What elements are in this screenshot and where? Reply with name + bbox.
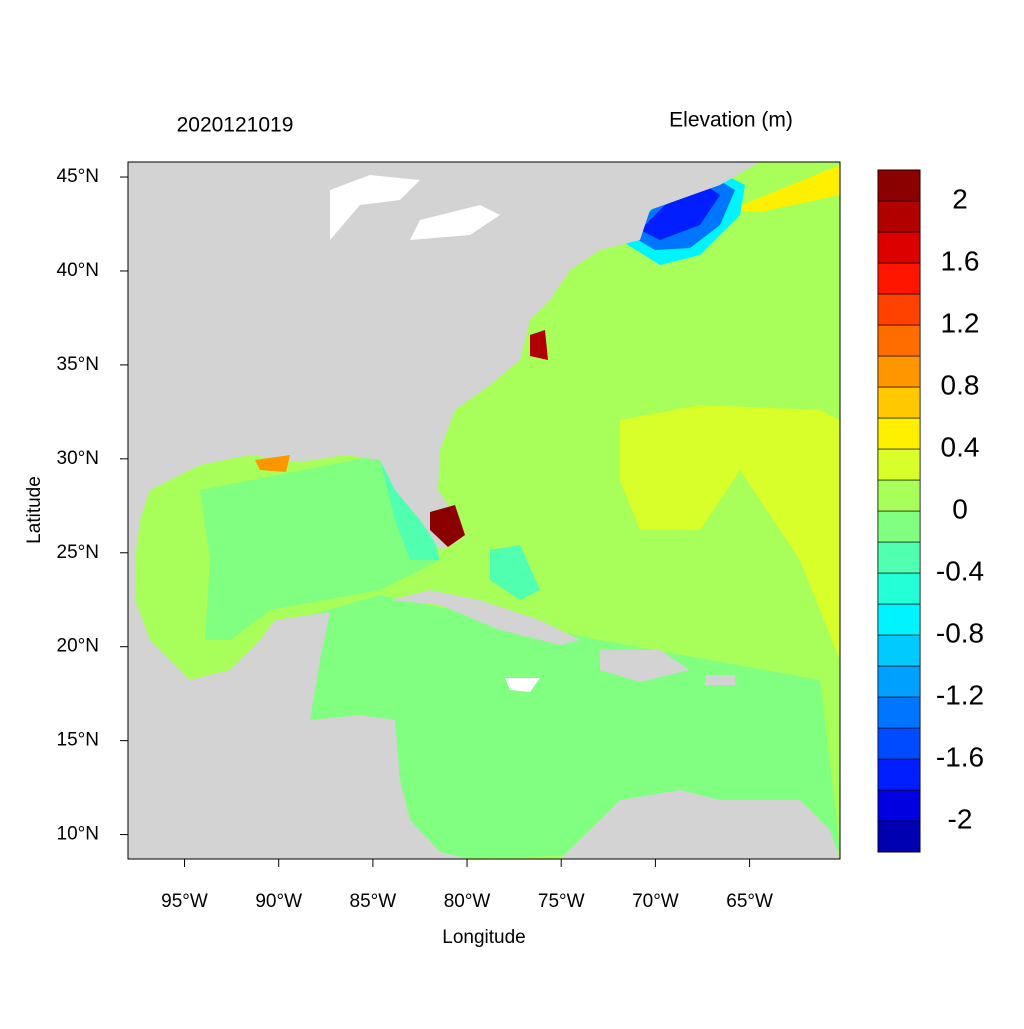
ocean-high (620, 405, 840, 660)
colorbar-box (877, 200, 921, 233)
map-area (128, 162, 840, 859)
colorbar-box (877, 758, 921, 791)
island (600, 650, 690, 682)
y-axis-label: Latitude (24, 476, 45, 544)
x-tick-label: 80°W (444, 891, 491, 912)
colorbar-box (877, 448, 921, 481)
colorbar-box (877, 572, 921, 605)
ocean-high (730, 165, 840, 212)
x-axis-label: Longitude (442, 927, 525, 948)
y-tick-label: 30°N (57, 448, 99, 469)
low-water (640, 185, 720, 240)
colorbar-box (877, 634, 921, 667)
colorbar-box (877, 510, 921, 543)
lake (330, 175, 420, 240)
colorbar-tick-label: -2 (948, 803, 973, 834)
surge (530, 330, 548, 360)
colorbar-box (877, 293, 921, 326)
colorbar-box (877, 479, 921, 512)
plot-frame (127, 161, 841, 860)
gulf (200, 455, 440, 640)
x-tick-label: 65°W (726, 891, 773, 912)
x-tick-label: 85°W (350, 891, 397, 912)
colorbar-box (877, 665, 921, 698)
colorbar-box (877, 820, 921, 853)
colorbar-box (877, 355, 921, 388)
y-tick-label: 20°N (57, 636, 99, 657)
surge (430, 505, 465, 547)
x-tick-label: 90°W (255, 891, 302, 912)
land (560, 790, 840, 859)
colorbar-tick-label: 0 (952, 493, 968, 524)
colorbar-tick-label: 0.4 (941, 431, 980, 462)
colorbar-box (877, 696, 921, 729)
colorbar-tick-label: 1.6 (941, 245, 980, 276)
colorbar-title: Elevation (m) (669, 109, 793, 132)
x-tick-label: 95°W (161, 891, 208, 912)
colorbar-box (877, 727, 921, 760)
chart-title: 2020121019 (177, 114, 294, 137)
y-tick-label: 25°N (57, 542, 99, 563)
y-tick-label: 40°N (57, 260, 99, 281)
colorbar-tick-label: -0.8 (936, 617, 984, 648)
colorbar-tick-label: 0.8 (941, 369, 980, 400)
colorbar-box (877, 541, 921, 574)
colorbar-tick-label: -1.6 (936, 741, 984, 772)
island (705, 675, 735, 685)
shelf (490, 545, 540, 600)
colorbar-box (877, 789, 921, 822)
colorbar-box (877, 169, 921, 202)
colorbar-tick-label: 1.2 (941, 307, 980, 338)
caribbean (310, 595, 840, 859)
surge (255, 455, 290, 472)
colorbar-box (877, 262, 921, 295)
colorbar-box (877, 603, 921, 636)
y-tick-label: 15°N (57, 730, 99, 751)
island (505, 678, 540, 692)
colorbar-box (877, 324, 921, 357)
y-tick-label: 45°N (57, 166, 99, 187)
x-tick-label: 70°W (632, 891, 679, 912)
y-tick-label: 10°N (57, 824, 99, 845)
colorbar-box (877, 231, 921, 264)
lake (410, 205, 500, 240)
colorbar-tick-label: -1.2 (936, 679, 984, 710)
colorbar-box (877, 417, 921, 450)
colorbar-tick-label: -0.4 (936, 555, 984, 586)
x-tick-label: 75°W (538, 891, 585, 912)
island (390, 590, 580, 645)
colorbar-tick-label: 2 (952, 183, 968, 214)
y-tick-label: 35°N (57, 354, 99, 375)
colorbar-box (877, 386, 921, 419)
